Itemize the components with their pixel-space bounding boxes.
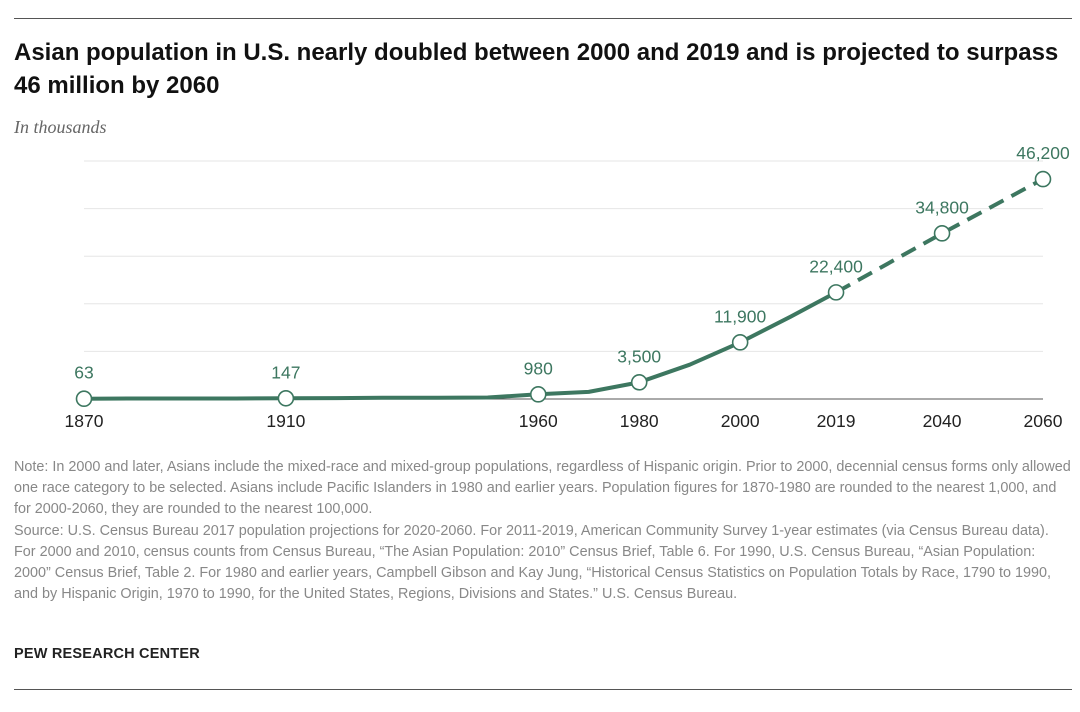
data-label-2060: 46,200 (1016, 143, 1070, 163)
data-point-2000 (731, 334, 749, 351)
data-points (75, 170, 1052, 408)
note-text: Note: In 2000 and later, Asians include … (14, 459, 1071, 518)
x-tick-1870: 1870 (65, 411, 104, 431)
series-line-projected (835, 177, 1044, 295)
data-labels: 63 147 980 3,500 11,900 22,400 34,800 46,200 (74, 143, 1070, 383)
source-text: Source: U.S. Census Bureau 2017 populati… (14, 522, 1051, 603)
data-point-1960 (529, 386, 547, 403)
x-tick-1960: 1960 (519, 411, 558, 431)
data-point-1910 (277, 390, 295, 407)
chart-title: Asian population in U.S. nearly doubled … (14, 39, 1059, 99)
x-tick-2060: 2060 (1024, 411, 1063, 431)
data-point-1980 (630, 374, 648, 391)
x-tick-2000: 2000 (721, 411, 760, 431)
population-line-chart: 63 147 980 3,500 11,900 22,400 34,800 46,200 18… (65, 143, 1070, 431)
data-point-2060 (1034, 170, 1052, 188)
x-tick-2040: 2040 (923, 411, 962, 431)
data-point-1870 (75, 390, 93, 408)
data-label-1910: 147 (271, 362, 300, 382)
bottom-rule (14, 689, 1072, 690)
data-point-2040 (933, 225, 951, 242)
data-label-2000: 11,900 (714, 306, 766, 326)
footnotes: Note: In 2000 and later, Asians include … (14, 457, 1074, 605)
data-label-1960: 980 (524, 358, 553, 378)
x-axis-ticks: 1870 1910 1960 1980 2000 2019 2040 2060 (65, 411, 1063, 431)
x-tick-1980: 1980 (620, 411, 659, 431)
chart-subtitle: In thousands (14, 117, 107, 137)
data-label-2040: 34,800 (915, 197, 969, 217)
data-label-1980: 3,500 (617, 346, 661, 366)
brand-name: PEW RESEARCH CENTER (14, 646, 200, 662)
data-point-2019 (827, 284, 845, 301)
gridlines (84, 160, 1043, 400)
top-rule (14, 18, 1072, 19)
x-tick-1910: 1910 (266, 411, 305, 431)
x-tick-2019: 2019 (817, 411, 856, 431)
series-line-historical (83, 290, 838, 401)
data-label-1870: 63 (74, 363, 93, 383)
series-lines (83, 177, 1044, 401)
data-label-2019: 22,400 (809, 256, 863, 276)
